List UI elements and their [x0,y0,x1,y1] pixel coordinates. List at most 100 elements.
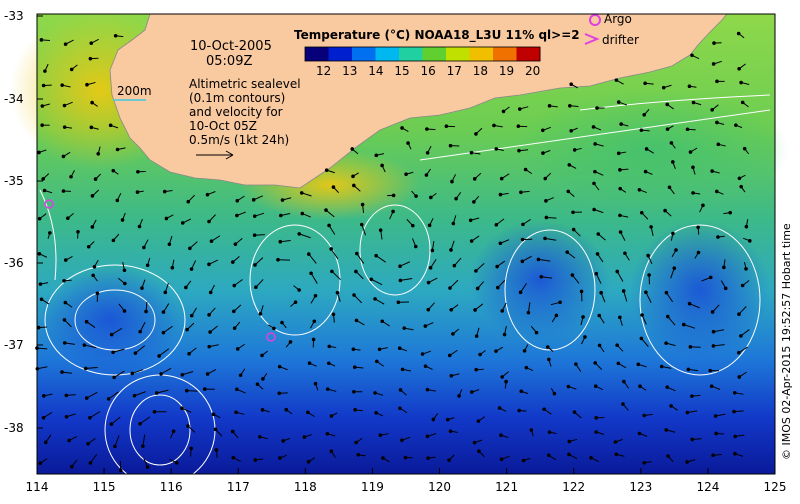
velocity-arrow-head [619,214,622,217]
x-tick-label: 123 [629,480,652,494]
velocity-arrow-head [455,197,458,200]
velocity-arrow-head [209,331,212,334]
velocity-arrow-head [426,128,429,131]
velocity-arrow-head [415,195,418,198]
x-tick-label: 125 [764,480,787,494]
velocity-arrow-head [640,211,643,214]
colorbar-tick-label: 20 [525,64,540,78]
velocity-arrow-head [185,389,188,392]
velocity-arrow-head [307,411,310,414]
velocity-arrow-head [660,365,663,368]
velocity-arrow-head [355,441,358,444]
velocity-arrow-head [712,330,715,333]
velocity-arrow-head [379,434,382,437]
velocity-arrow-head [209,291,212,294]
velocity-arrow-head [452,333,455,336]
velocity-arrow-head [40,298,43,301]
velocity-arrow-head [711,109,714,112]
velocity-arrow-head [61,371,64,374]
velocity-arrow-head [665,291,668,294]
velocity-arrow-head [314,294,317,297]
map-title: Temperature (°C) NOAA18_L3U 11% ql>=2 [294,28,580,42]
velocity-arrow-head [572,228,575,231]
velocity-arrow-head [450,374,453,377]
velocity-arrow-head [281,321,284,324]
velocity-arrow-head [37,326,40,329]
velocity-arrow-head [114,34,117,37]
velocity-arrow-head [517,125,520,128]
velocity-arrow-head [523,350,526,353]
velocity-arrow-head [518,149,521,152]
velocity-arrow-head [567,385,570,388]
velocity-arrow-head [668,186,671,189]
velocity-arrow-head [214,428,217,431]
velocity-arrow-head [141,287,144,290]
velocity-arrow-head [308,362,311,365]
velocity-arrow-head [40,39,43,42]
y-tick-label: -33 [4,9,24,23]
velocity-arrow-head [253,215,256,218]
velocity-arrow-head [236,348,239,351]
velocity-arrow-head [496,265,499,268]
velocity-arrow-head [469,219,472,222]
velocity-arrow-head [301,212,304,215]
velocity-arrow-head [548,431,551,434]
velocity-arrow-head [255,286,258,289]
velocity-arrow-head [109,124,112,127]
velocity-arrow-head [688,302,691,305]
velocity-arrow-head [692,192,695,195]
velocity-arrow-head [328,224,331,227]
velocity-arrow-head [354,409,357,412]
velocity-arrow-head [499,242,502,245]
velocity-arrow-head [522,223,525,226]
velocity-arrow-head [748,240,751,243]
velocity-arrow-head [477,420,480,423]
velocity-arrow-head [664,209,667,212]
velocity-arrow-head [256,383,259,386]
velocity-arrow-head [232,456,235,459]
velocity-arrow-head [566,251,569,254]
velocity-arrow-head [715,432,718,435]
velocity-arrow-head [414,245,417,248]
velocity-arrow-head [331,270,334,273]
velocity-arrow-head [542,129,545,132]
velocity-arrow-head [687,368,690,371]
velocity-arrow-head [446,418,449,421]
velocity-arrow-head [682,323,685,326]
velocity-arrow-head [399,279,402,282]
velocity-arrow-head [595,272,598,275]
velocity-arrow-head [137,170,140,173]
velocity-arrow-head [171,266,174,269]
velocity-arrow-head [155,392,158,395]
velocity-arrow-head [448,354,451,357]
velocity-arrow-head [281,199,284,202]
velocity-arrow-head [62,190,65,193]
velocity-arrow-head [370,278,373,281]
velocity-arrow-head [70,68,73,71]
velocity-arrow-head [186,328,189,331]
velocity-arrow-head [426,151,429,154]
velocity-arrow-head [352,175,355,178]
velocity-arrow-head [399,389,402,392]
velocity-arrow-head [328,362,331,365]
velocity-arrow-head [666,315,669,318]
velocity-arrow-head [64,43,67,46]
velocity-arrow-head [360,223,363,226]
velocity-arrow-head [236,388,239,391]
velocity-arrow-head [622,290,625,293]
velocity-arrow-head [131,372,134,375]
velocity-arrow-head [553,392,556,395]
velocity-arrow-head [645,148,648,151]
velocity-arrow-head [236,214,239,217]
velocity-arrow-head [65,394,68,397]
velocity-arrow-head [639,385,642,388]
velocity-arrow-head [543,408,546,411]
velocity-arrow-head [445,125,448,128]
velocity-arrow-head [300,192,303,195]
velocity-arrow-head [711,311,714,314]
velocity-arrow-head [502,110,505,113]
velocity-arrow-head [325,169,328,172]
velocity-arrow-head [470,391,473,394]
velocity-arrow-head [212,413,215,416]
velocity-arrow-head [548,358,551,361]
